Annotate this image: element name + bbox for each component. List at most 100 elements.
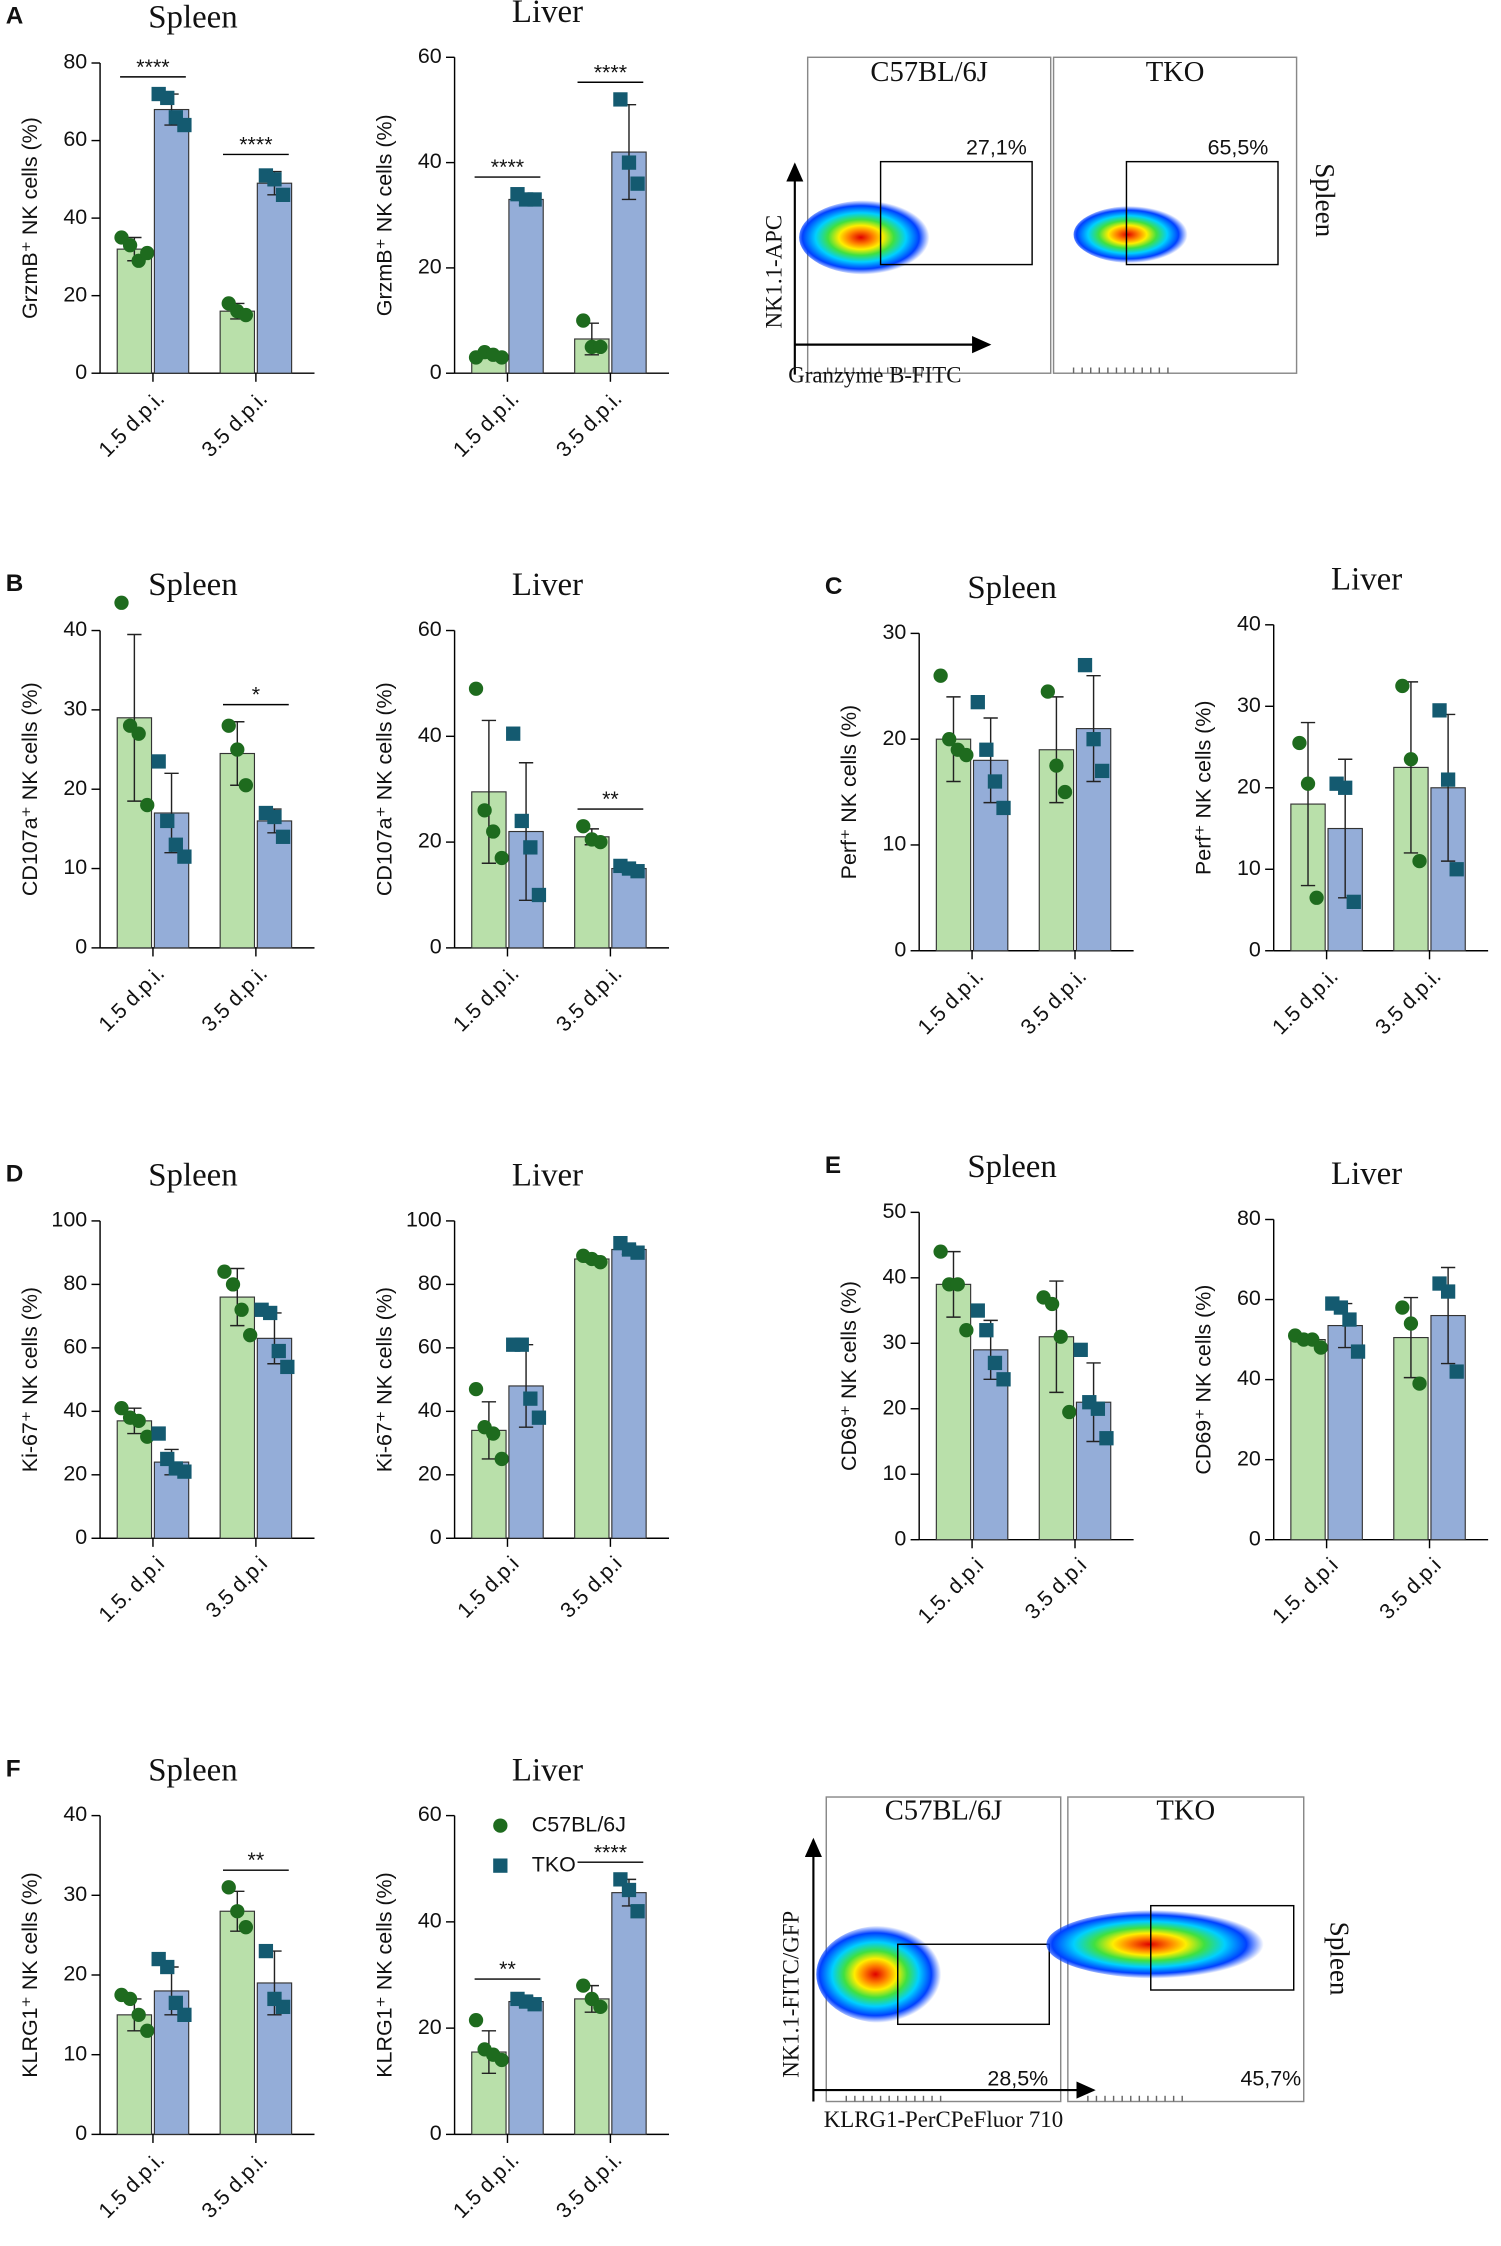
data-point: [168, 1995, 183, 2011]
flow-y-label: NK1.1-FITC/GFP: [779, 1911, 804, 2078]
x-tick-label: 3.5 d.p.i: [1020, 1553, 1091, 1624]
y-tick-label: 60: [63, 127, 87, 151]
data-point: [576, 1978, 591, 1993]
data-point: [593, 1255, 608, 1270]
data-point: [514, 1337, 529, 1352]
data-point: [523, 840, 538, 855]
data-point: [275, 1999, 291, 2015]
panel-letter: A: [6, 3, 24, 30]
x-tick-label: 1.5 d.p.i.: [94, 387, 169, 462]
chart-title: Liver: [512, 567, 583, 603]
x-tick-label: 1.5 d.p.i.: [94, 2148, 169, 2223]
data-point: [168, 837, 183, 852]
error-bar: [1300, 721, 1316, 887]
chart-title: Liver: [512, 1752, 583, 1788]
y-tick-label: 40: [1237, 1366, 1261, 1390]
y-tick-label: 40: [418, 1398, 442, 1422]
data-point: [1073, 1342, 1088, 1357]
data-point: [1095, 763, 1110, 779]
legend-label: TKO: [532, 1852, 576, 1876]
error-bar: [1086, 674, 1101, 783]
significance-label: **: [248, 1848, 265, 1872]
density-blob: [1046, 1909, 1276, 1979]
density-blob: [799, 200, 937, 275]
gate: [1150, 1904, 1295, 1991]
data-point: [979, 1323, 994, 1338]
data-point: [531, 1410, 547, 1425]
y-tick-label: 20: [418, 255, 442, 279]
data-point: [996, 800, 1011, 816]
y-tick-label: 60: [1237, 1286, 1261, 1310]
data-point: [1338, 780, 1353, 795]
y-tick-label: 20: [63, 776, 87, 800]
data-point: [114, 1401, 129, 1416]
data-point: [1333, 1300, 1349, 1315]
y-tick-label: 0: [75, 935, 87, 959]
bar: [508, 198, 544, 374]
data-point: [477, 803, 492, 818]
bar: [611, 1892, 647, 2135]
y-tick-label: 40: [63, 1802, 87, 1826]
data-point: [576, 313, 591, 328]
data-point: [275, 187, 291, 202]
gate: [879, 160, 1033, 266]
data-point: [613, 92, 628, 107]
data-point: [486, 824, 501, 839]
y-tick-label: 0: [894, 937, 906, 961]
data-point: [140, 1429, 155, 1444]
data-point: [593, 834, 608, 850]
flow-title: C57BL/6J: [870, 57, 988, 88]
panel-letter: F: [6, 1755, 21, 1782]
data-point: [933, 668, 948, 683]
data-point: [1403, 752, 1419, 767]
flow-x-label: KLRG1-PerCPeFluor 710: [824, 2107, 1063, 2132]
y-tick-label: 20: [418, 829, 442, 853]
chart-title: Spleen: [148, 1158, 237, 1194]
y-tick-label: 0: [75, 1525, 87, 1549]
y-tick-label: 50: [882, 1199, 906, 1223]
data-point: [987, 1355, 1003, 1371]
data-point: [177, 2007, 192, 2022]
x-tick-label: 1.5. d.p.i: [1268, 1553, 1343, 1628]
bar: [574, 836, 610, 949]
x-tick-label: 3.5 d.p.i.: [551, 961, 626, 1036]
data-point: [1313, 1340, 1329, 1355]
y-tick-label: 40: [63, 205, 87, 229]
data-point: [1062, 1404, 1077, 1420]
significance-label: ****: [136, 55, 169, 79]
bar: [153, 108, 190, 374]
x-tick-label: 1.5 d.p.i.: [448, 961, 523, 1036]
data-point: [987, 774, 1003, 789]
gate-label: 27,1%: [966, 135, 1027, 159]
y-tick-label: 40: [418, 723, 442, 747]
data-point: [1049, 758, 1064, 773]
gate: [1125, 160, 1279, 266]
y-axis-label: Ki-67⁺ NK cells (%): [18, 1287, 42, 1472]
y-tick-label: 20: [882, 726, 906, 750]
data-point: [177, 117, 192, 133]
y-tick-label: 20: [418, 1461, 442, 1485]
y-tick-label: 80: [418, 1271, 442, 1295]
data-point: [494, 2052, 509, 2068]
flow-title: C57BL/6J: [885, 1795, 1003, 1826]
chart-title: Liver: [1331, 1156, 1402, 1192]
x-tick-label: 3.5 d.p.i.: [1016, 964, 1091, 1039]
data-point: [494, 350, 509, 365]
y-tick-label: 10: [882, 1461, 906, 1485]
data-point: [243, 1328, 258, 1343]
data-point: [177, 849, 192, 864]
density-blob: [816, 1925, 948, 2023]
data-point: [140, 797, 155, 813]
x-tick-label: 3.5 d.p.i.: [197, 387, 272, 462]
data-point: [1412, 853, 1427, 869]
panel-letter: C: [825, 573, 843, 600]
data-point: [468, 1381, 484, 1397]
x-tick-label: 3.5 d.p.i: [1375, 1553, 1446, 1624]
y-tick-label: 80: [63, 50, 87, 74]
data-point: [1350, 1344, 1366, 1359]
data-point: [630, 1245, 645, 1260]
data-point: [151, 1426, 166, 1441]
data-point: [230, 742, 245, 757]
data-point: [1440, 772, 1456, 787]
